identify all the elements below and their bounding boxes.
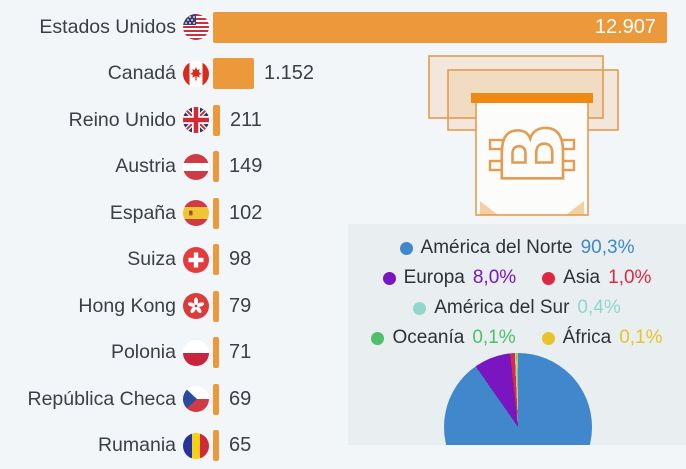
bar-value: 98 [229, 248, 251, 271]
country-label: Suiza [127, 248, 176, 271]
country-label: Rumania [98, 434, 176, 457]
flag-romania-icon [183, 433, 209, 459]
country-label: Estados Unidos [39, 16, 176, 39]
legend-dot [371, 332, 384, 345]
legend-item-africa: África 0,1% [542, 327, 663, 349]
bar-value: 102 [229, 202, 262, 225]
country-label: Reino Unido [69, 109, 176, 132]
bar [213, 384, 219, 415]
bar [213, 337, 219, 368]
legend-dot [542, 332, 555, 345]
legend-dot [383, 272, 396, 285]
country-label: Polonia [111, 341, 176, 364]
bar [213, 105, 220, 136]
flag-hong-kong-icon [183, 293, 209, 319]
bar-value: 71 [229, 341, 251, 364]
bar [213, 151, 219, 182]
bar-value: 79 [229, 295, 251, 318]
bar-value: 65 [229, 434, 251, 457]
flag-austria-icon [183, 154, 209, 180]
bar [213, 58, 254, 89]
flag-poland-icon [183, 340, 209, 366]
bitcoin-symbol-icon: B [485, 122, 583, 186]
flag-united-kingdom-icon [183, 107, 209, 133]
bar-value: 1.152 [264, 62, 314, 85]
bitcoin-atm-infographic: Estados Unidos 12.907 [0, 0, 686, 445]
legend-dot [413, 302, 426, 315]
flag-canada-icon [183, 61, 209, 87]
pie-chart [444, 353, 592, 445]
country-label: República Checa [27, 388, 176, 411]
flag-switzerland-icon [183, 247, 209, 273]
legend-item-oceania: Oceanía 0,1% [371, 327, 515, 349]
legend-dot [400, 242, 413, 255]
legend-dot [542, 272, 555, 285]
bar: 12.907 [213, 12, 667, 43]
bar-value: 149 [229, 155, 262, 178]
bar-value: 69 [229, 388, 251, 411]
country-label: Hong Kong [78, 295, 176, 318]
svg-text:B: B [485, 122, 583, 186]
bar [213, 430, 219, 461]
pie-legend: América del Norte 90,3% Europa 8,0% Asia… [348, 224, 686, 353]
continent-distribution-panel: América del Norte 90,3% Europa 8,0% Asia… [348, 224, 686, 445]
country-label: Canadá [108, 62, 176, 85]
bar-value: 12.907 [595, 16, 667, 39]
country-label: España [110, 202, 176, 225]
legend-item-europe: Europa 8,0% [383, 267, 517, 289]
legend-item-asia: Asia 1,0% [542, 267, 651, 289]
flag-united-states-icon [183, 14, 209, 40]
bar [213, 244, 219, 275]
bar [213, 291, 219, 322]
legend-item-south-america: América del Sur 0,4% [413, 297, 620, 319]
bitcoin-atm-icon: B [420, 50, 630, 220]
flag-czech-republic-icon [183, 386, 209, 412]
country-label: Austria [115, 155, 176, 178]
bar [213, 198, 219, 229]
legend-item-north-america: América del Norte 90,3% [400, 237, 635, 259]
bar-value: 211 [230, 109, 262, 132]
flag-spain-icon [183, 200, 209, 226]
bar-row: Estados Unidos 12.907 [0, 4, 686, 51]
